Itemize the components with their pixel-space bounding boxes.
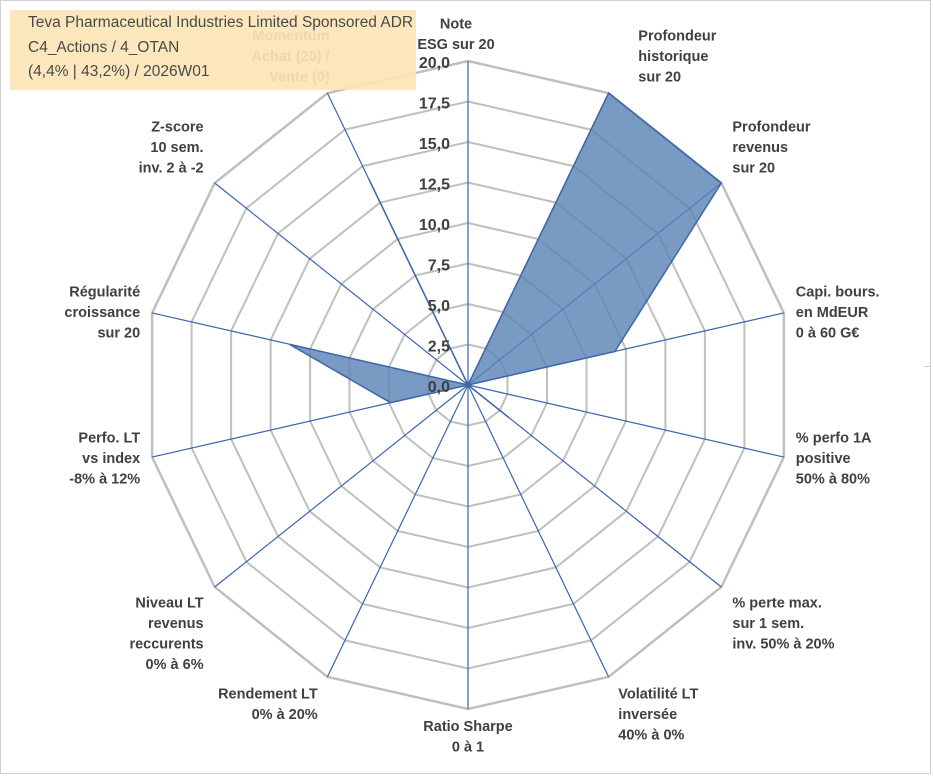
axis-label-1: Profondeur historique sur 20: [638, 29, 716, 86]
axis-label-line: 0 à 1: [452, 740, 484, 756]
axis-label-line: % perte max.: [732, 596, 821, 612]
axis-label-line: en MdEUR: [796, 305, 869, 321]
frame-edge-mark: [924, 366, 930, 367]
axis-label-line: Profondeur: [638, 29, 716, 45]
axis-label-line: Capi. bours.: [796, 285, 880, 301]
axis-label-line: Rendement LT: [218, 687, 318, 703]
axis-label-line: sur 20: [638, 70, 681, 86]
axis-label-line: reccurents: [129, 637, 203, 653]
axis-label-line: Profondeur: [732, 120, 810, 136]
axis-label-6: Volatilité LT inversée 40% à 0%: [618, 687, 698, 744]
axis-label-line: % perfo 1A: [796, 431, 872, 447]
axis-label-10: Perfo. LT vs index -8% à 12%: [69, 431, 140, 488]
axis-label-line: positive: [796, 451, 851, 467]
axis-label-7: Ratio Sharpe 0 à 1: [423, 719, 512, 756]
axis-label-line: inversée: [618, 707, 677, 723]
radial-tick-labels: 0,0 2,5 5,0 7,5 10,0 12,5 15,0 17,5 20,0: [419, 55, 450, 396]
axis-label-4: % perfo 1A positive 50% à 80%: [796, 431, 872, 488]
axis-label-8: Rendement LT 0% à 20%: [218, 687, 318, 724]
tick-label-3: 7,5: [428, 258, 450, 275]
axis-label-2: Profondeur revenus sur 20: [732, 120, 810, 177]
category-line: C4_Actions / 4_OTAN: [28, 39, 180, 56]
axis-label-line: ESG sur 20: [417, 37, 494, 53]
axis-label-12: Z-score 10 sem. inv. 2 à -2: [139, 120, 204, 177]
tick-label-1: 2,5: [428, 339, 450, 356]
axis-label-line: Ratio Sharpe: [423, 719, 512, 735]
series-area: [289, 91, 723, 418]
axis-label-line: 0% à 6%: [146, 657, 204, 673]
axis-label-line: 50% à 80%: [796, 472, 870, 488]
axis-label-9: Niveau LT revenus reccurents 0% à 6%: [129, 596, 203, 674]
axis-label-line: -8% à 12%: [69, 472, 140, 488]
tick-label-8: 20,0: [419, 55, 450, 72]
axis-label-line: sur 20: [732, 161, 775, 177]
axis-label-line: Z-score: [151, 120, 203, 136]
tick-label-4: 10,0: [419, 217, 450, 234]
axis-label-0: Note ESG sur 20: [417, 17, 494, 54]
axis-label-line: 0% à 20%: [252, 707, 318, 723]
spoke-4: [467, 384, 785, 458]
tick-label-2: 5,0: [428, 298, 450, 315]
spoke-8: [326, 384, 469, 678]
axis-label-line: Volatilité LT: [618, 687, 698, 703]
axis-label-line: sur 20: [97, 326, 140, 342]
axis-label-line: Niveau LT: [135, 596, 203, 612]
axis-label-line: revenus: [732, 140, 788, 156]
tick-label-7: 17,5: [419, 96, 450, 113]
axis-label-line: historique: [638, 49, 708, 65]
axis-label-line: inv. 50% à 20%: [732, 637, 834, 653]
axis-label-line: Note: [440, 17, 472, 33]
tick-label-6: 15,0: [419, 136, 450, 153]
axis-label-line: 10 sem.: [150, 140, 203, 156]
axis-label-5: % perte max. sur 1 sem. inv. 50% à 20%: [732, 596, 834, 653]
axis-label-line: croissance: [64, 305, 140, 321]
axis-label-line: sur 1 sem.: [732, 616, 804, 632]
info-box: Teva Pharmaceutical Industries Limited S…: [10, 10, 416, 90]
axis-label-11: Régularité croissance sur 20: [64, 285, 140, 342]
stats-line: (4,4% | 43,2%) / 2026W01: [28, 63, 210, 80]
chart-title: Teva Pharmaceutical Industries Limited S…: [28, 14, 414, 31]
axis-label-line: inv. 2 à -2: [139, 161, 204, 177]
axis-label-3: Capi. bours. en MdEUR 0 à 60 G€: [796, 285, 880, 342]
axis-label-line: Régularité: [69, 285, 140, 301]
spoke-5: [467, 384, 722, 588]
spoke-9: [214, 384, 469, 588]
axis-label-line: 40% à 0%: [618, 728, 684, 744]
axis-label-line: revenus: [148, 616, 204, 632]
spoke-6: [467, 384, 610, 678]
spoke-12: [214, 182, 469, 386]
radar-series: [289, 91, 723, 418]
axis-label-line: vs index: [82, 451, 140, 467]
tick-label-5: 12,5: [419, 177, 450, 194]
tick-label-0: 0,0: [428, 379, 450, 396]
axis-label-line: 0 à 60 G€: [796, 326, 860, 342]
axis-label-line: Perfo. LT: [78, 431, 140, 447]
